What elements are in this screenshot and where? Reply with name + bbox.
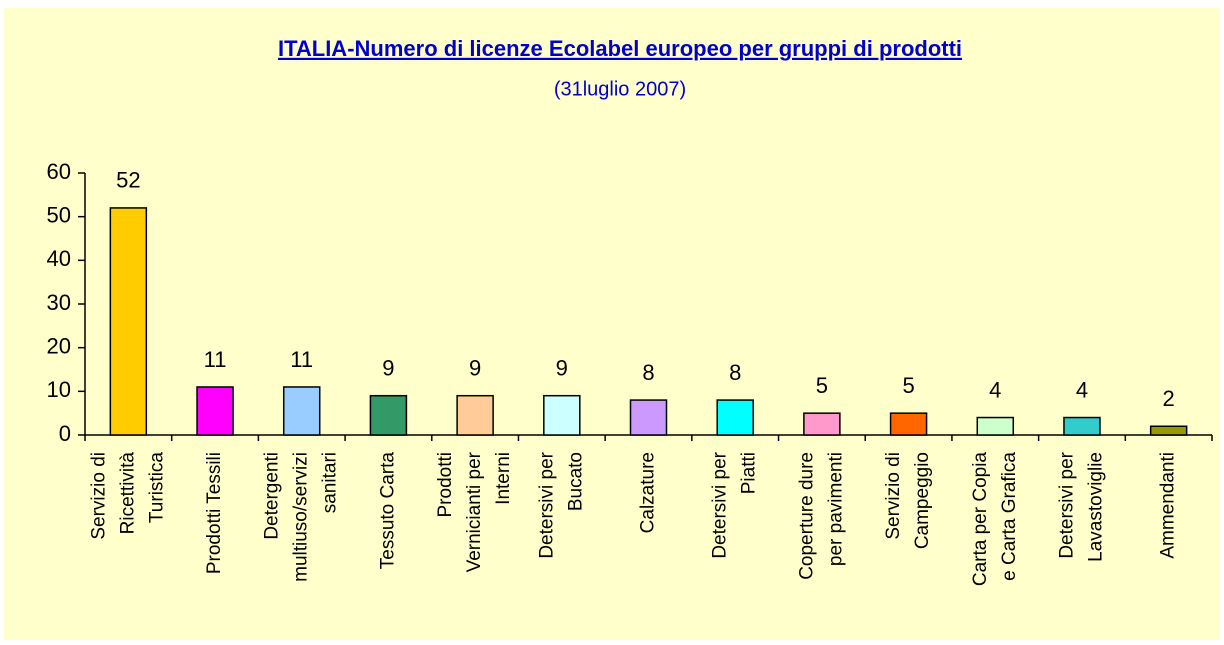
chart-subtitle: (31luglio 2007) — [554, 78, 686, 100]
y-tick-label: 40 — [47, 246, 71, 271]
value-label: 5 — [816, 373, 828, 398]
value-label: 11 — [204, 347, 227, 372]
x-tick-label: Servizio di — [883, 452, 904, 540]
x-tick-label: Prodotti Tessili — [204, 452, 225, 574]
x-tick-label: multiuso/servizi — [291, 452, 312, 582]
bar — [1063, 416, 1101, 436]
bar — [456, 394, 494, 436]
chart-title: ITALIA-Numero di licenze Ecolabel europe… — [278, 36, 962, 61]
bar — [196, 386, 234, 436]
value-label: 11 — [290, 347, 313, 372]
y-tick-label: 10 — [47, 377, 71, 402]
x-tick-label: Detergenti — [262, 452, 283, 540]
x-tick-label: Detersivi per — [536, 451, 557, 558]
x-tick-label: Bucato — [565, 452, 586, 511]
y-tick-label: 50 — [47, 202, 71, 227]
bar — [1149, 425, 1188, 436]
x-tick-label: Servizio di — [88, 452, 109, 540]
value-label: 2 — [1163, 386, 1175, 411]
bar — [803, 412, 841, 436]
bar — [889, 412, 928, 436]
bar — [282, 386, 321, 436]
value-label: 5 — [902, 373, 914, 398]
x-tick-label: Coperture dure — [796, 452, 817, 580]
y-tick-label: 0 — [59, 421, 71, 446]
x-tick-label: Detersivi per — [1056, 451, 1077, 558]
y-tick-label: 20 — [47, 333, 71, 358]
x-tick-label: Carta per Copia — [970, 452, 991, 587]
bar — [369, 394, 408, 436]
bar — [716, 399, 754, 436]
value-label: 8 — [642, 360, 654, 385]
value-label: 9 — [382, 356, 394, 381]
x-tick-label: Vernicianti per — [464, 451, 485, 572]
x-tick-label: Campeggio — [912, 452, 933, 549]
x-tick-label: per pavimenti — [825, 452, 846, 566]
x-tick-label: sanitari — [320, 452, 341, 513]
y-tick-label: 60 — [47, 159, 71, 184]
x-tick-label: Tessuto Carta — [377, 452, 398, 570]
x-tick-label: Lavastoviglie — [1085, 452, 1106, 562]
x-tick-label: Turistica — [146, 452, 167, 524]
value-label: 9 — [556, 356, 568, 381]
value-label: 9 — [469, 356, 481, 381]
x-tick-label: Ricettività — [117, 452, 138, 535]
chart-background — [4, 8, 1220, 640]
x-tick-label: e Carta Grafica — [999, 452, 1020, 581]
value-label: 4 — [1076, 377, 1088, 402]
bar — [543, 394, 581, 436]
x-tick-label: Prodotti — [435, 452, 456, 517]
y-tick-label: 30 — [47, 290, 71, 315]
bar — [109, 207, 148, 436]
bar — [629, 399, 668, 436]
x-tick-label: Ammendanti — [1158, 452, 1179, 559]
value-label: 8 — [729, 360, 741, 385]
x-tick-label: Calzature — [638, 452, 659, 533]
bar — [976, 416, 1015, 436]
x-tick-label: Detersivi per — [710, 451, 731, 558]
value-label: 52 — [116, 168, 140, 193]
value-label: 4 — [989, 377, 1001, 402]
x-tick-label: Piatti — [739, 452, 760, 494]
x-tick-label: Interni — [493, 452, 514, 505]
